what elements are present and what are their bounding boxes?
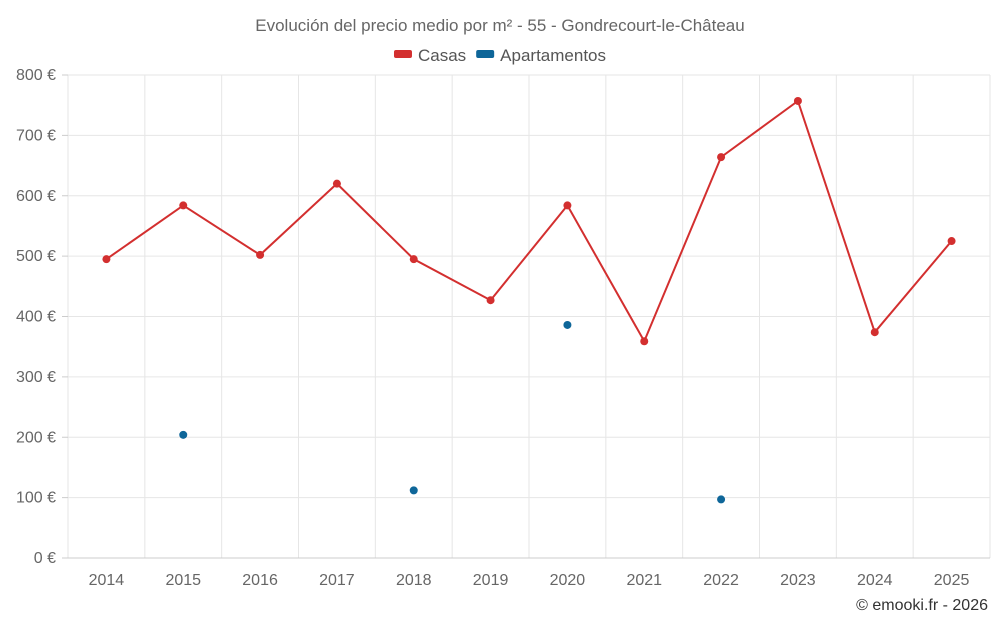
data-point[interactable]	[717, 495, 726, 504]
x-tick-label: 2024	[857, 572, 893, 589]
x-tick-label: 2022	[703, 572, 739, 589]
legend-swatch	[393, 50, 412, 58]
legend-label: Apartamentos	[500, 46, 606, 65]
x-tick-label: 2018	[396, 572, 432, 589]
legend: Casas Apartamentos	[393, 46, 606, 65]
y-tick-label: 800 €	[16, 67, 56, 84]
x-axis-tick-labels: 2014 2015 2016 2017 2018 2019 2020 2021 2022 2023…	[89, 572, 970, 589]
legend-item-apartamentos[interactable]: Apartamentos	[476, 46, 606, 65]
series-layer	[102, 96, 956, 504]
data-point[interactable]	[870, 328, 879, 337]
y-tick-label: 500 €	[16, 248, 56, 265]
legend-swatch	[476, 50, 495, 58]
chart-title: Evolución del precio medio por m² - 55 -…	[255, 16, 744, 35]
data-point[interactable]	[640, 337, 649, 346]
x-tick-label: 2014	[89, 572, 125, 589]
y-tick-label: 100 €	[16, 490, 56, 507]
x-tick-label: 2016	[242, 572, 278, 589]
data-point[interactable]	[256, 250, 265, 259]
data-point[interactable]	[409, 255, 418, 264]
y-tick-label: 200 €	[16, 429, 56, 446]
x-tick-label: 2023	[780, 572, 816, 589]
y-tick-label: 600 €	[16, 188, 56, 205]
x-tick-label: 2021	[626, 572, 662, 589]
y-tick-label: 700 €	[16, 127, 56, 144]
data-point[interactable]	[179, 430, 188, 439]
x-tick-label: 2017	[319, 572, 355, 589]
data-point[interactable]	[563, 320, 572, 329]
data-point[interactable]	[332, 179, 341, 188]
y-tick-label: 400 €	[16, 309, 56, 326]
legend-item-casas[interactable]: Casas	[393, 46, 466, 65]
y-tick-label: 300 €	[16, 369, 56, 386]
data-point[interactable]	[563, 201, 572, 210]
y-tick-label: 0 €	[34, 550, 56, 567]
data-point[interactable]	[793, 96, 802, 105]
x-tick-label: 2019	[473, 572, 509, 589]
x-tick-label: 2015	[165, 572, 201, 589]
data-point[interactable]	[486, 296, 495, 305]
y-axis-tick-labels: 0 € 100 € 200 € 300 € 400 € 500 € 600 € 700 € 80…	[16, 67, 56, 567]
series-casas	[102, 96, 956, 346]
series-line	[105, 99, 953, 344]
data-point[interactable]	[947, 237, 956, 246]
x-tick-label: 2020	[550, 572, 586, 589]
data-point[interactable]	[179, 201, 188, 210]
credit-text: © emooki.fr - 2026	[856, 597, 988, 614]
data-point[interactable]	[102, 255, 111, 264]
legend-label: Casas	[418, 46, 466, 65]
data-point[interactable]	[409, 486, 418, 495]
series-apartamentos	[179, 320, 726, 504]
data-point[interactable]	[717, 153, 726, 162]
x-tick-label: 2025	[934, 572, 970, 589]
y-gridlines	[62, 74, 990, 559]
